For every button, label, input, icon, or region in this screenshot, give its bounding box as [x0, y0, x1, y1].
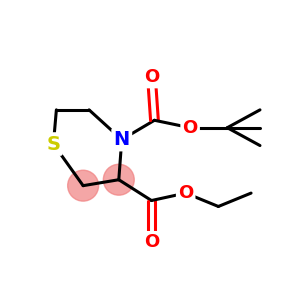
Text: O: O [182, 119, 198, 137]
Text: O: O [144, 68, 159, 86]
Circle shape [68, 170, 99, 201]
Text: N: N [114, 130, 130, 149]
Text: O: O [178, 184, 193, 202]
Text: O: O [144, 233, 159, 251]
Text: S: S [46, 135, 60, 154]
Circle shape [103, 164, 134, 195]
